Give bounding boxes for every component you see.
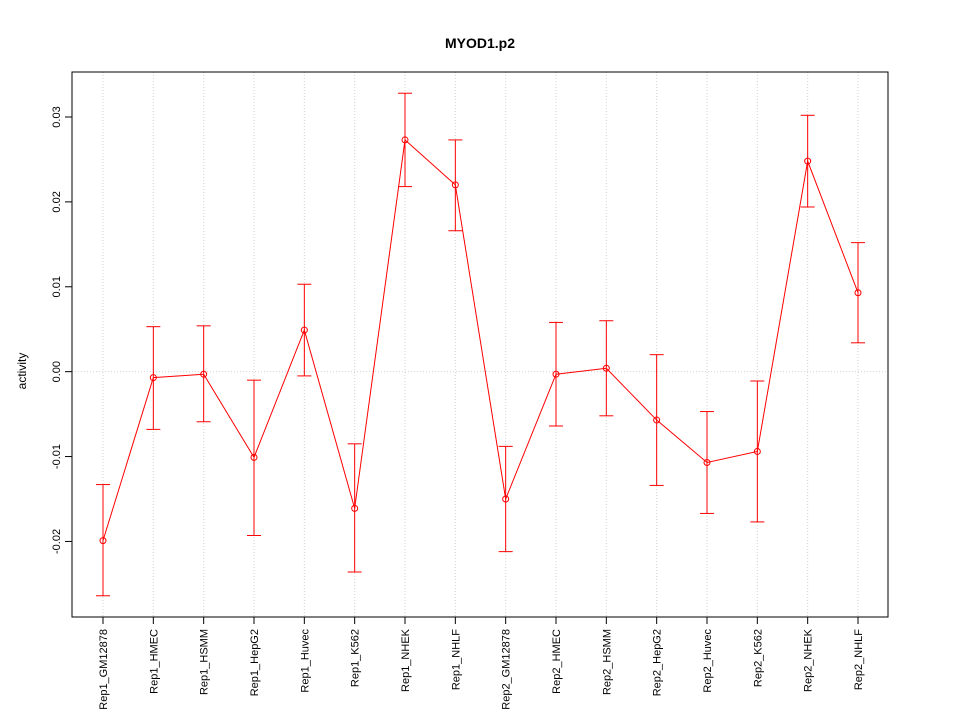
x-tick-label: Rep1_NHLF [450,629,462,690]
y-tick-label: 0.03 [51,106,63,127]
series-line [102,138,859,541]
chart-title: MYOD1.p2 [445,35,515,51]
data-point [653,416,661,424]
data-point [149,374,157,382]
y-tick-label: 0.00 [51,361,63,382]
x-tick-label: Rep1_NHEK [400,628,412,692]
plot-frame [71,71,889,618]
data-point [351,504,359,512]
data-point [200,370,208,378]
x-tick-label: Rep2_Huvec [702,629,714,693]
series-group [96,92,865,597]
data-point [753,447,761,455]
x-tick-label: Rep1_Huvec [299,629,311,693]
data-point [99,537,107,545]
y-axis: -0.02 -0.01 0.00 0.01 0.02 0.03 [51,106,72,554]
x-axis: Rep1_GM12878 Rep1_HMEC Rep1_HSMM Rep1_HepG2… [98,617,865,710]
x-tick-label: Rep2_HepG2 [652,629,664,696]
y-tick-label: -0.02 [51,529,63,554]
data-point [703,458,711,466]
y-tick-label: -0.01 [51,444,63,469]
data-point [401,136,409,144]
x-tick-label: Rep1_HMEC [148,629,160,694]
x-tick-label: Rep2_HMEC [551,629,563,694]
data-point [451,181,459,189]
x-tick-label: Rep1_HepG2 [249,629,261,696]
y-tick-label: 0.01 [51,276,63,297]
data-point [300,326,308,334]
x-tick-label: Rep2_GM12878 [501,629,513,710]
x-tick-label: Rep2_NHEK [803,628,815,692]
data-point [602,364,610,372]
data-point [502,495,510,503]
y-tick-label: 0.02 [51,191,63,212]
y-axis-title: activity [15,353,29,390]
x-tick-label: Rep1_GM12878 [98,629,110,710]
x-tick-label: Rep2_K562 [752,629,764,687]
grid [72,72,888,617]
x-tick-label: Rep2_HSMM [601,629,613,695]
data-point [854,289,862,297]
x-tick-label: Rep1_K562 [350,629,362,687]
data-point [250,453,258,461]
data-point [552,370,560,378]
x-tick-label: Rep2_NHLF [853,629,865,690]
data-point [804,157,812,165]
x-tick-label: Rep1_HSMM [199,629,211,695]
